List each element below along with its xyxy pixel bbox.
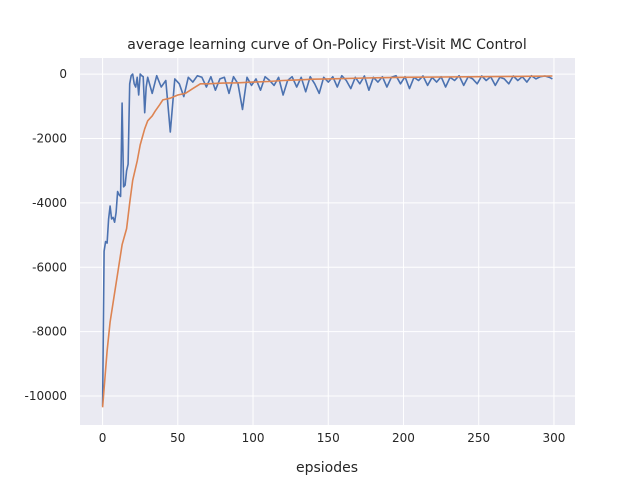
x-tick-label: 50: [170, 431, 185, 445]
y-tick-label: -8000: [32, 325, 67, 339]
tick-labels: 0 50 100 150 200 250 300 0 -2000 -4000 -6000 -8000 -…: [24, 67, 565, 445]
x-tick-label: 150: [317, 431, 340, 445]
plot-background: [80, 58, 575, 425]
series-line-average-reward: [101, 75, 553, 408]
y-tick-label: 0: [59, 67, 67, 81]
y-tick-label: -10000: [24, 389, 67, 403]
y-tick-label: -6000: [32, 260, 67, 274]
x-tick-label: 250: [467, 431, 490, 445]
series-lines: [101, 73, 553, 408]
y-tick-label: -4000: [32, 196, 67, 210]
x-axis-label: epsiodes: [296, 460, 358, 476]
x-tick-label: 0: [99, 431, 107, 445]
x-tick-label: 300: [542, 431, 565, 445]
y-tick-label: -2000: [32, 131, 67, 145]
chart-title: average learning curve of On-Policy Firs…: [127, 37, 527, 53]
series-line-episode-reward: [101, 73, 553, 406]
grid: [80, 58, 575, 425]
x-tick-label: 100: [242, 431, 265, 445]
x-tick-label: 200: [392, 431, 415, 445]
